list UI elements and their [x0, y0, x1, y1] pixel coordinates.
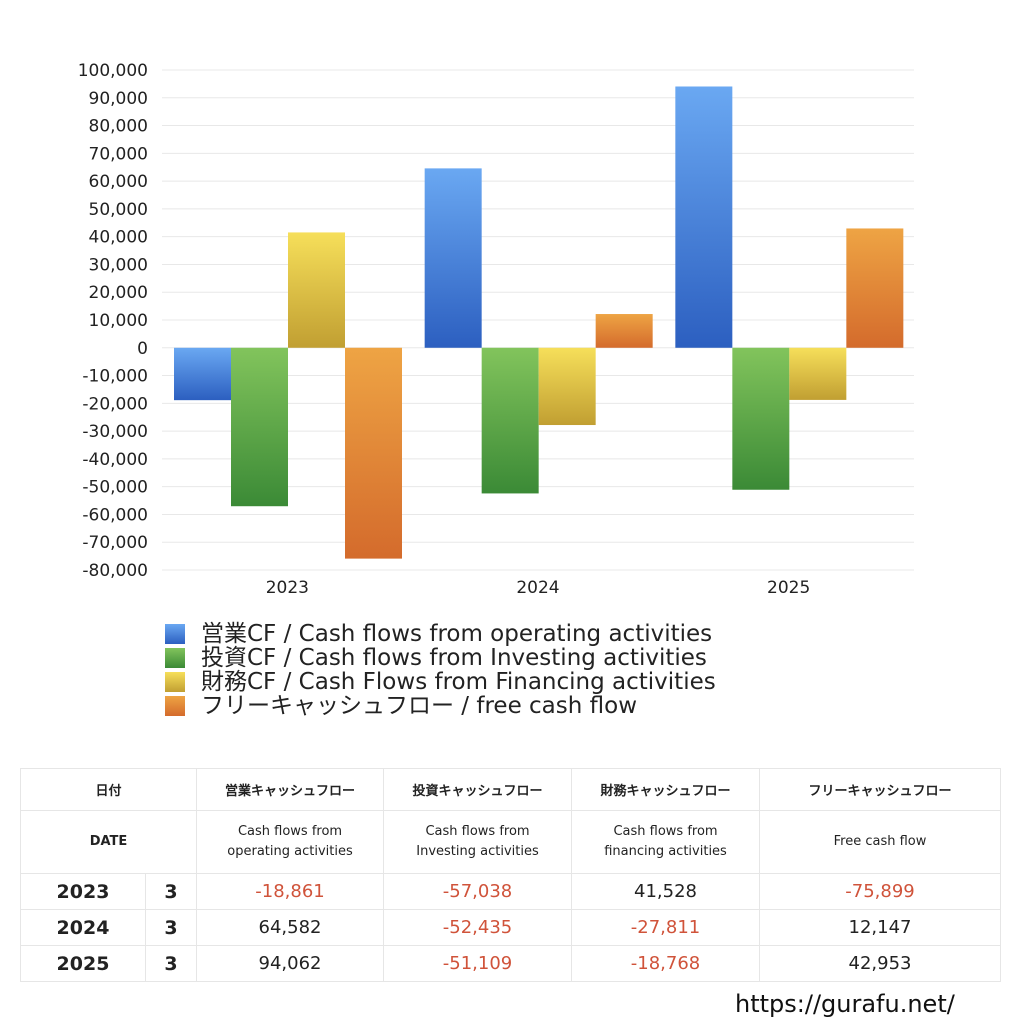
table-row: 2025 3 94,062 -51,109 -18,768 42,953	[20, 945, 1002, 982]
y-tick-label: 40,000	[89, 228, 148, 248]
bar-free-2025	[846, 228, 904, 348]
cell-financing: -18,768	[571, 945, 761, 982]
legend-item-financing: 財務CF / Cash Flows from Financing activit…	[165, 670, 716, 694]
table-header-jp: 日付 営業キャッシュフロー 投資キャッシュフロー 財務キャッシュフロー フリーキ…	[19, 768, 1002, 811]
bar-financing-2024	[538, 347, 596, 426]
cash-flow-bar-chart: 100,000 90,000 80,000 70,000 60,000 50,000 40,…	[78, 61, 914, 598]
y-tick-label: 30,000	[89, 255, 148, 275]
cell-year: 2024	[20, 909, 146, 946]
bars	[174, 86, 904, 559]
y-tick-label: 20,000	[89, 283, 148, 303]
cash-flow-table: 日付 営業キャッシュフロー 投資キャッシュフロー 財務キャッシュフロー フリーキ…	[19, 768, 1002, 982]
x-axis-categories: 2023 2024 2025	[266, 578, 811, 598]
legend: 営業CF / Cash flows from operating activit…	[165, 622, 716, 718]
legend-swatch-investing	[165, 648, 185, 668]
header-operating-en-line2: operating activities	[227, 844, 353, 859]
header-operating-en: Cash flows from operating activities	[196, 810, 385, 874]
legend-swatch-financing	[165, 672, 185, 692]
cell-month: 3	[144, 909, 198, 946]
y-tick-label: 80,000	[89, 117, 148, 137]
header-date-jp: 日付	[19, 768, 198, 811]
y-tick-label: 70,000	[89, 144, 148, 164]
y-tick-label: 50,000	[89, 200, 148, 220]
bar-operating-2024	[424, 168, 482, 348]
bar-free-2023	[345, 347, 402, 559]
site-url[interactable]: https://gurafu.net/	[735, 990, 955, 1018]
bar-investing-2024	[481, 347, 539, 494]
cell-year: 2025	[20, 945, 146, 982]
header-free-en: Free cash flow	[759, 810, 1002, 874]
table-row: 2023 3 -18,861 -57,038 41,528 -75,899	[20, 873, 1002, 910]
cell-year: 2023	[20, 873, 146, 910]
y-tick-label: 60,000	[89, 172, 148, 192]
bar-financing-2025	[789, 347, 847, 400]
cell-operating: 64,582	[196, 909, 385, 946]
x-category-label: 2025	[767, 578, 810, 598]
x-category-label: 2024	[516, 578, 559, 598]
cell-financing: 41,528	[571, 873, 761, 910]
table-row: 2024 3 64,582 -52,435 -27,811 12,147	[20, 909, 1002, 946]
cell-operating: -18,861	[196, 873, 385, 910]
legend-label-investing: 投資CF / Cash flows from Investing activit…	[201, 645, 707, 671]
legend-item-operating: 営業CF / Cash flows from operating activit…	[165, 622, 716, 646]
header-operating-jp: 営業キャッシュフロー	[196, 768, 385, 811]
bar-operating-2025	[675, 86, 733, 348]
header-financing-en: Cash flows from financing activities	[571, 810, 761, 874]
header-operating-en-line1: Cash flows from	[237, 824, 343, 839]
legend-swatch-free	[165, 696, 185, 716]
table-header-en: DATE Cash flows from operating activities…	[19, 810, 1002, 874]
header-investing-jp: 投資キャッシュフロー	[383, 768, 573, 811]
cell-free: -75,899	[759, 873, 1002, 910]
y-tick-label: -80,000	[82, 561, 148, 581]
header-investing-en-line1: Cash flows from	[425, 824, 530, 839]
header-financing-en-line1: Cash flows from	[613, 824, 718, 839]
y-tick-label: 0	[137, 339, 148, 359]
y-tick-label: 90,000	[89, 89, 148, 109]
legend-swatch-operating	[165, 624, 185, 644]
legend-item-free: フリーキャッシュフロー / free cash flow	[165, 694, 716, 718]
y-tick-label: -50,000	[82, 478, 148, 498]
y-tick-label: 10,000	[89, 311, 148, 331]
header-investing-en: Cash flows from Investing activities	[383, 810, 573, 874]
legend-label-free: フリーキャッシュフロー / free cash flow	[201, 693, 638, 719]
cell-month: 3	[144, 873, 198, 910]
legend-item-investing: 投資CF / Cash flows from Investing activit…	[165, 646, 716, 670]
header-investing-en-line2: Investing activities	[416, 844, 539, 859]
y-tick-label: -70,000	[82, 533, 148, 553]
bar-financing-2023	[288, 232, 345, 348]
y-tick-label: -20,000	[82, 394, 148, 414]
bar-investing-2023	[231, 347, 288, 507]
header-free-jp: フリーキャッシュフロー	[759, 768, 1002, 811]
cell-free: 42,953	[759, 945, 1002, 982]
header-financing-en-line2: financing activities	[604, 844, 727, 859]
cell-operating: 94,062	[196, 945, 385, 982]
y-tick-label: -60,000	[82, 505, 148, 525]
header-financing-jp: 財務キャッシュフロー	[571, 768, 761, 811]
cell-investing: -51,109	[383, 945, 573, 982]
legend-label-financing: 財務CF / Cash Flows from Financing activit…	[201, 669, 716, 695]
cell-financing: -27,811	[571, 909, 761, 946]
cell-investing: -57,038	[383, 873, 573, 910]
legend-label-operating: 営業CF / Cash flows from operating activit…	[201, 621, 713, 647]
bar-free-2024	[595, 314, 653, 348]
header-date-en: DATE	[19, 810, 198, 874]
y-tick-label: -40,000	[82, 450, 148, 470]
bar-investing-2025	[732, 347, 790, 490]
y-axis-ticks: 100,000 90,000 80,000 70,000 60,000 50,000 40,…	[78, 61, 148, 581]
y-tick-label: -30,000	[82, 422, 148, 442]
cell-month: 3	[144, 945, 198, 982]
cell-investing: -52,435	[383, 909, 573, 946]
cell-free: 12,147	[759, 909, 1002, 946]
y-tick-label: -10,000	[82, 367, 148, 387]
bar-operating-2023	[174, 347, 231, 401]
y-tick-label: 100,000	[78, 61, 148, 81]
x-category-label: 2023	[266, 578, 309, 598]
